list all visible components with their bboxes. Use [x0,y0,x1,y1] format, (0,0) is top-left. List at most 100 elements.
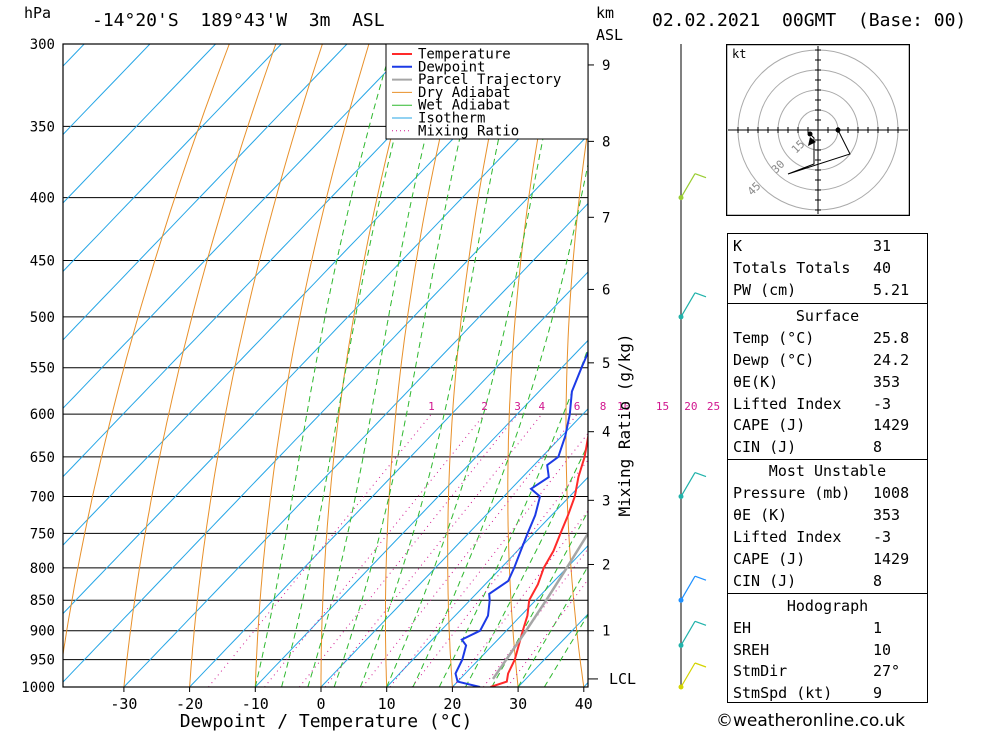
pressure-unit-label: hPa [24,4,52,22]
legend-label: Parcel Trajectory [418,72,561,88]
legend-label: Dewpoint [418,59,485,75]
mixing-ratio-label: 10 [617,400,630,413]
mu-theta-e-value: 353 [873,506,901,524]
plot-frame [62,43,589,688]
surface-temp-value: 25.8 [873,329,910,347]
pressure-tick-label: 400 [30,191,55,207]
mixing-ratio-label: 3 [514,400,521,413]
isotherm-line [63,44,282,273]
mixing-ratio-label: 20 [684,400,697,413]
legend-label: Dry Adiabat [418,85,511,101]
x-axis-label: Dewpoint / Temperature (°C) [180,711,473,732]
surface-cin-label: CIN (J) [733,438,797,456]
dry-adiabat-line [189,44,323,687]
km-tick-label: 9 [602,58,610,74]
dry-adiabat-line [447,44,510,687]
hodograph-point [807,131,813,137]
wet-adiabat-line [465,443,588,687]
wet-adiabat-line [438,346,588,687]
x-tick-label: -20 [176,695,203,713]
isotherm-line [63,44,414,409]
pw-label: PW (cm) [733,281,797,299]
x-tick-label: -30 [110,695,137,713]
isotherm-line [63,134,588,683]
pressure-tick-label: 950 [30,653,55,669]
mixing-ratio-label: 6 [574,400,581,413]
surface-theta-e-value: 353 [873,373,901,391]
mixing-ratio-label: 4 [538,400,545,413]
mixing-ratio-label: 15 [656,400,669,413]
pressure-tick-label: 600 [30,407,55,423]
eh-value: 1 [873,619,883,637]
mixing-ratio-line [299,413,518,687]
surface-cin-value: 8 [873,438,883,456]
wind-barb-staff [680,173,696,198]
most-unstable-title: Most Unstable [768,462,887,480]
mu-lifted-index-value: -3 [873,528,892,546]
surface-title: Surface [795,307,860,325]
hodograph-unit: kt [732,47,746,61]
km-tick-label: 2 [602,557,610,573]
pressure-tick-label: 750 [30,526,55,542]
wind-barb-staff [680,472,696,497]
mu-cape-label: CAPE (J) [733,550,806,568]
surface-dewp-value: 24.2 [873,351,910,369]
wet-adiabat-line [386,44,563,687]
dry-adiabat-line [320,44,416,687]
wet-adiabat-line [491,510,588,687]
legend-label: Isotherm [418,111,485,127]
surface-cape-value: 1429 [873,416,910,434]
km-tick-label: 4 [602,425,610,441]
parcel-trajectory-series [491,531,588,680]
hodograph-point [835,127,841,133]
storm-direction-value: 27° [873,662,901,680]
wind-barb-staff [680,292,696,318]
totals-totals-label: Totals Totals [733,259,851,277]
isotherm-line [63,44,151,136]
wind-barb-flag [694,292,707,298]
wet-adiabat-line [359,44,520,687]
legend-label: Wet Adiabat [418,98,511,114]
wind-barb-flag [694,471,707,478]
height-unit-label: km [596,4,615,22]
mu-theta-e-label: θE (K) [733,506,788,524]
dry-adiabat-line [565,125,588,687]
surface-dewp-label: Dewp (°C) [733,351,815,369]
isotherm-line [63,44,479,478]
isotherm-line [452,545,588,687]
surface-temp-label: Temp (°C) [733,329,815,347]
dry-adiabat-line [123,44,277,687]
surface-lifted-index-label: Lifted Index [733,395,842,413]
mixing-ratio-line [389,432,588,687]
pw-value: 5.21 [873,281,910,299]
surface-cape-label: CAPE (J) [733,416,806,434]
legend-label: Mixing Ratio [418,123,519,139]
km-tick-label: 8 [602,134,610,150]
isotherm-line [63,44,348,341]
dry-adiabat-line [63,44,230,658]
mixing-ratio-label: 2 [481,400,488,413]
isotherm-line [63,44,545,546]
k-index-value: 31 [873,237,892,255]
km-tick-label: 7 [602,210,610,226]
x-tick-label: 0 [316,695,325,713]
pressure-tick-label: 800 [30,561,55,577]
sreh-value: 10 [873,641,892,659]
dry-adiabat-line [385,44,463,687]
km-tick-label: 3 [602,493,610,509]
x-tick-label: 10 [378,695,396,713]
credit-link[interactable]: ©weatheronline.co.uk [716,711,906,731]
storm-direction-label: StmDir [733,662,788,680]
location-title: -14°20'S 189°43'W 3m ASL [92,10,385,31]
wind-barb-staff [680,621,696,646]
wet-adiabat-line [333,44,483,687]
isotherm-line [386,476,588,687]
dry-adiabat-line [507,44,556,687]
wet-adiabat-line [254,44,393,687]
dry-adiabat-line [974,44,1000,687]
pressure-tick-label: 350 [30,119,55,135]
wind-barb-flag [694,662,707,668]
k-index-label: K [733,237,743,255]
